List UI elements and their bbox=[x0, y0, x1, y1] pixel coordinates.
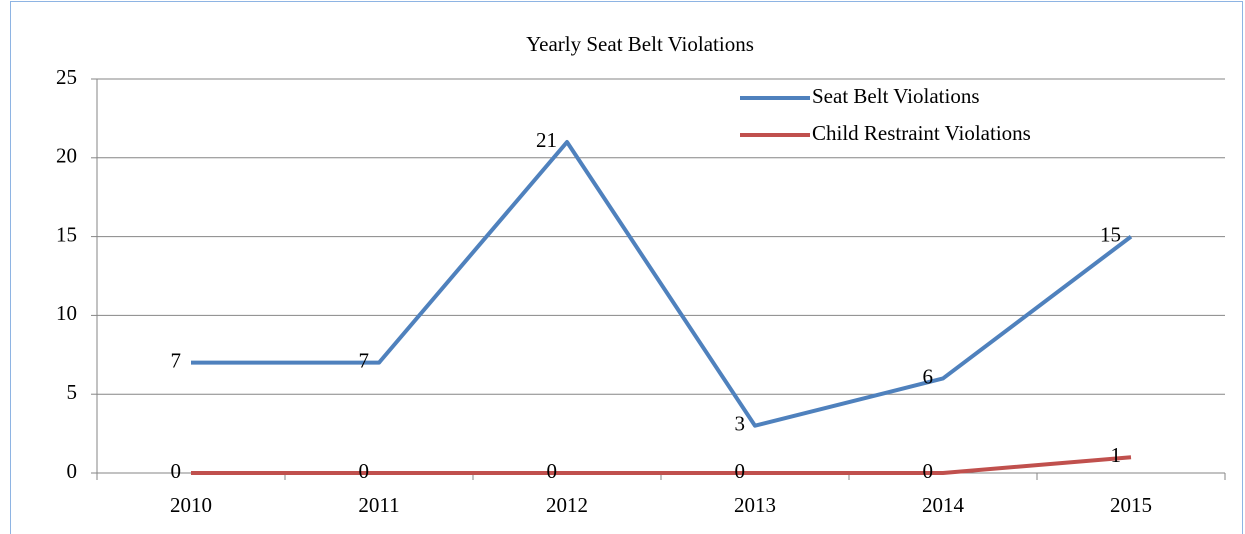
legend-label: Seat Belt Violations bbox=[812, 84, 980, 108]
x-tick-label: 2010 bbox=[170, 493, 212, 517]
x-tick-label: 2011 bbox=[358, 493, 399, 517]
data-label: 7 bbox=[171, 348, 182, 372]
x-tick-label: 2012 bbox=[546, 493, 588, 517]
data-label: 3 bbox=[735, 412, 746, 436]
chart-border bbox=[10, 1, 1243, 534]
chart-title: Yearly Seat Belt Violations bbox=[526, 32, 754, 56]
y-tick-label: 25 bbox=[56, 65, 77, 89]
data-label: 0 bbox=[547, 459, 558, 483]
data-label: 1 bbox=[1111, 443, 1122, 467]
data-label: 0 bbox=[923, 459, 934, 483]
y-tick-label: 5 bbox=[67, 380, 78, 404]
x-tick-label: 2013 bbox=[734, 493, 776, 517]
y-tick-label: 20 bbox=[56, 144, 77, 168]
data-label: 0 bbox=[735, 459, 746, 483]
y-tick-label: 15 bbox=[56, 222, 77, 246]
legend-label: Child Restraint Violations bbox=[812, 121, 1031, 145]
x-tick-label: 2015 bbox=[1110, 493, 1152, 517]
series-line bbox=[191, 455, 1132, 475]
data-label: 21 bbox=[536, 128, 557, 152]
data-label: 6 bbox=[923, 364, 934, 388]
data-label: 7 bbox=[359, 348, 370, 372]
data-label: 0 bbox=[359, 459, 370, 483]
x-tick-label: 2014 bbox=[922, 493, 965, 517]
y-tick-label: 0 bbox=[67, 459, 78, 483]
data-label: 0 bbox=[171, 459, 182, 483]
y-tick-label: 10 bbox=[56, 301, 77, 325]
series-line bbox=[191, 140, 1133, 428]
data-label: 15 bbox=[1100, 222, 1121, 246]
